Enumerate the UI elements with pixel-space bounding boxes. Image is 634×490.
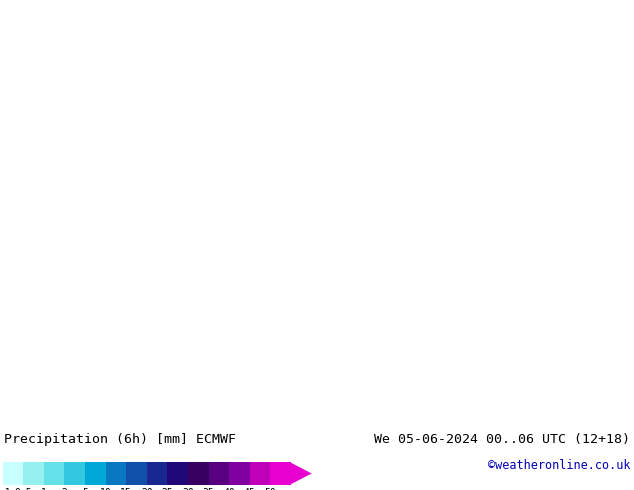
Bar: [23, 462, 44, 485]
Bar: [44, 462, 65, 485]
Text: We 05-06-2024 00..06 UTC (12+18): We 05-06-2024 00..06 UTC (12+18): [374, 433, 630, 446]
Text: 45: 45: [244, 488, 256, 490]
Text: 5: 5: [82, 488, 88, 490]
Text: 30: 30: [182, 488, 194, 490]
Text: 1: 1: [41, 488, 47, 490]
Bar: [105, 462, 126, 485]
Bar: [85, 462, 105, 485]
Bar: [230, 462, 250, 485]
Bar: [65, 462, 85, 485]
Bar: [167, 462, 188, 485]
Text: 10: 10: [100, 488, 112, 490]
Bar: [188, 462, 209, 485]
Text: 50: 50: [264, 488, 276, 490]
Text: 25: 25: [162, 488, 173, 490]
Text: ©weatheronline.co.uk: ©weatheronline.co.uk: [488, 460, 630, 472]
Text: 2: 2: [61, 488, 67, 490]
Bar: [209, 462, 230, 485]
Bar: [250, 462, 270, 485]
Bar: [270, 462, 291, 485]
Bar: [126, 462, 147, 485]
Text: 15: 15: [120, 488, 132, 490]
Text: Precipitation (6h) [mm] ECMWF: Precipitation (6h) [mm] ECMWF: [4, 433, 236, 446]
Text: 40: 40: [223, 488, 235, 490]
FancyArrow shape: [291, 463, 312, 484]
Bar: [147, 462, 167, 485]
Text: 0.5: 0.5: [15, 488, 32, 490]
Text: 35: 35: [203, 488, 214, 490]
Text: 20: 20: [141, 488, 153, 490]
Text: 0.1: 0.1: [0, 488, 11, 490]
Bar: [3, 462, 23, 485]
